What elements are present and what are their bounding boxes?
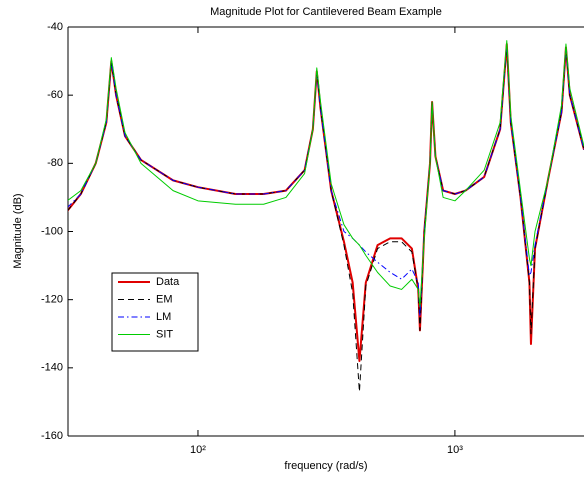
x-tick-label: 10³ bbox=[447, 444, 463, 456]
legend-label: LM bbox=[156, 311, 171, 323]
legend-label: SIT bbox=[156, 328, 173, 340]
x-axis-label: frequency (rad/s) bbox=[284, 460, 367, 472]
x-tick-label: 10² bbox=[190, 444, 206, 456]
chart-title: Magnitude Plot for Cantilevered Beam Exa… bbox=[210, 6, 442, 18]
series-line bbox=[68, 43, 584, 318]
y-tick-label: -160 bbox=[41, 430, 63, 442]
legend: Data EM LM SIT bbox=[111, 272, 199, 352]
series-line bbox=[68, 40, 584, 307]
y-tick-label: -60 bbox=[47, 89, 63, 101]
legend-label: EM bbox=[156, 293, 173, 305]
y-tick-label: -140 bbox=[41, 362, 63, 374]
y-tick-label: -80 bbox=[47, 157, 63, 169]
y-tick-label: -100 bbox=[41, 225, 63, 237]
y-axis-label: Magnitude (dB) bbox=[12, 193, 24, 268]
y-tick-label: -40 bbox=[47, 21, 63, 33]
legend-label: Data bbox=[156, 276, 180, 288]
legend-box bbox=[111, 272, 199, 352]
plot-area bbox=[68, 40, 584, 393]
y-tick-label: -120 bbox=[41, 294, 63, 306]
